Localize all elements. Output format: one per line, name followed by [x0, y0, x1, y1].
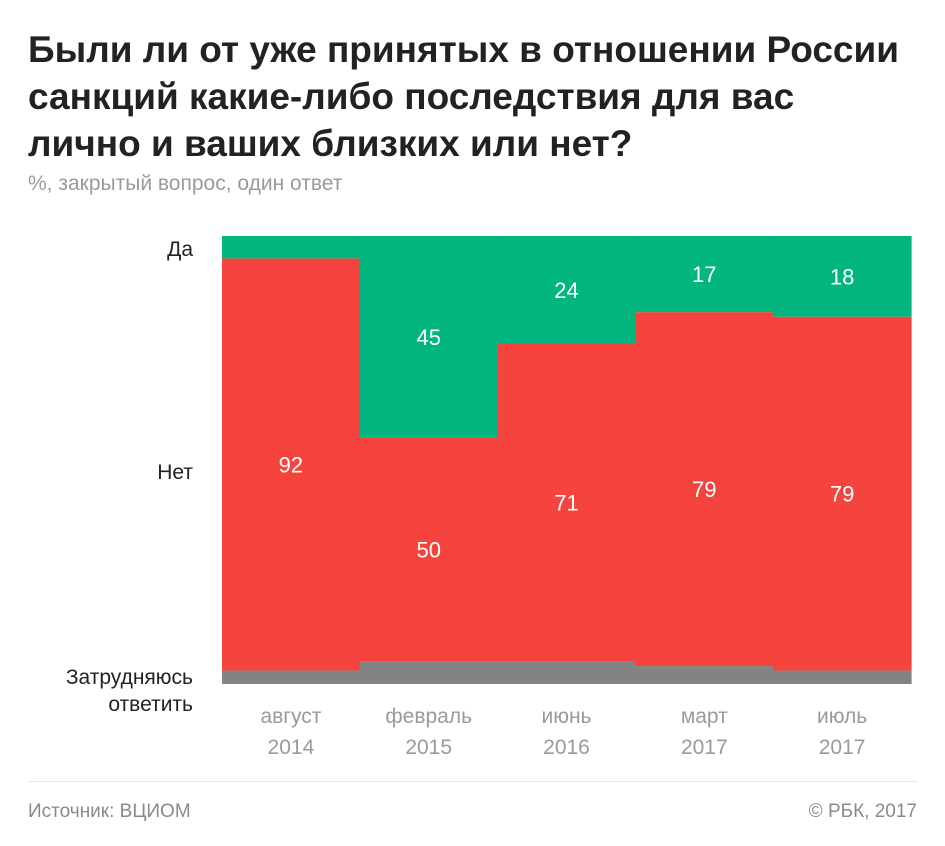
title-line: санкций какие-либо последствия для вас — [28, 76, 795, 117]
x-tick-label: 2017 — [819, 736, 866, 759]
copyright-note: © РБК, 2017 — [808, 801, 917, 822]
chart-subtitle: %, закрытый вопрос, один ответ — [28, 172, 343, 195]
bar-segment — [222, 670, 361, 684]
chart-title: Были ли от уже принятых в отношении Росс… — [28, 26, 928, 167]
footer-divider — [28, 781, 918, 782]
data-label: 50 — [416, 538, 440, 563]
bar-segment — [635, 312, 774, 667]
x-tick-label: 2014 — [268, 736, 315, 759]
bar-segment — [497, 661, 636, 684]
bar-segment — [359, 236, 499, 438]
bar-segment — [773, 236, 912, 317]
bar-segment — [497, 236, 636, 344]
x-tick-label: 2017 — [681, 736, 728, 759]
data-label: 18 — [830, 264, 854, 289]
bar-segment — [222, 236, 361, 259]
bar-segment — [635, 666, 774, 684]
x-tick-label: 2015 — [405, 736, 452, 759]
x-tick-label: март — [681, 705, 728, 728]
series-label-yes: Да — [167, 238, 193, 261]
data-label: 79 — [692, 477, 716, 502]
data-label: 17 — [692, 262, 716, 287]
title-line: Были ли от уже принятых в отношении Росс… — [28, 29, 899, 70]
data-label: 92 — [279, 452, 303, 477]
data-label: 45 — [416, 325, 440, 350]
series-label-no: Нет — [157, 461, 193, 484]
title-line: лично и ваших близких или нет? — [28, 123, 633, 164]
x-tick-label: 2016 — [543, 736, 590, 759]
x-tick-label: июль — [817, 705, 867, 728]
x-tick-label: июнь — [541, 705, 591, 728]
bar-segment — [359, 437, 499, 662]
bar-segment — [635, 236, 774, 313]
source-note: Источник: ВЦИОМ — [28, 801, 191, 822]
data-label: 24 — [554, 278, 578, 303]
bar-segment — [222, 258, 361, 671]
bar-segment — [773, 670, 912, 684]
chart-plot: 92 август 2014 50 45 февраль 2015 71 24 июнь 2016 7… — [222, 236, 912, 759]
x-tick-label: август — [260, 705, 321, 728]
bar-segment — [497, 343, 636, 662]
bar-segment — [359, 661, 499, 684]
data-label: 71 — [554, 491, 578, 516]
series-label-dont-know: Затрудняюсь ответить — [65, 666, 193, 716]
data-label: 79 — [830, 482, 854, 507]
bar-segment — [773, 316, 912, 671]
x-tick-label: февраль — [385, 705, 472, 728]
